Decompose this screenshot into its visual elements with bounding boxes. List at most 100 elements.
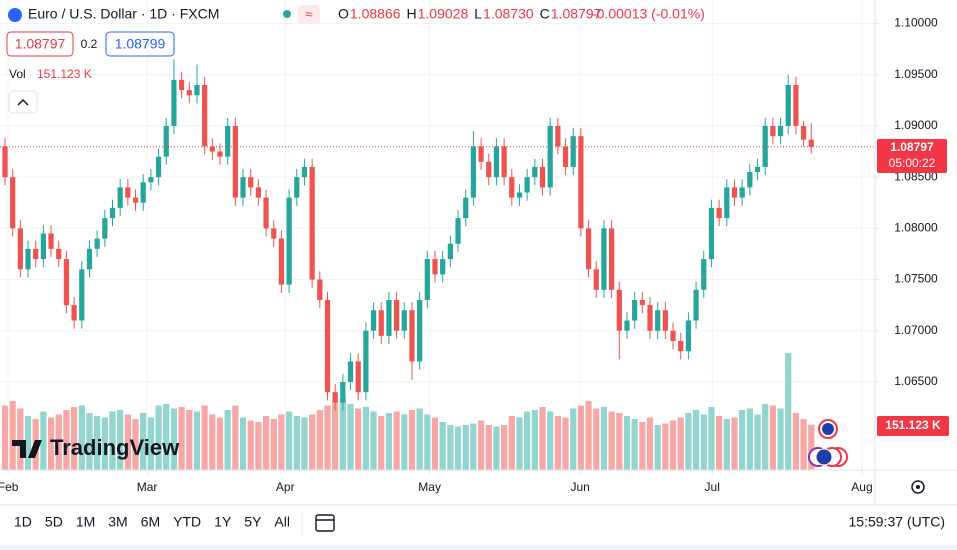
candle-body	[317, 279, 323, 301]
candle-body	[25, 248, 31, 270]
candle-body	[516, 192, 523, 198]
range-button[interactable]: YTD	[173, 514, 201, 530]
volume-bar	[439, 422, 446, 470]
volume-bar	[800, 419, 807, 470]
candle-body	[609, 228, 615, 290]
buy-price[interactable]: 1.08799	[115, 36, 166, 52]
range-button[interactable]: 3M	[108, 514, 127, 530]
candle-body	[708, 207, 715, 260]
buy-button[interactable]	[105, 31, 175, 57]
volume-bar	[285, 411, 293, 470]
candle-body	[509, 177, 515, 198]
volume-bar	[239, 417, 247, 470]
range-button[interactable]: 1Y	[214, 514, 232, 530]
candle-body	[731, 187, 738, 198]
event-flag	[822, 423, 834, 435]
logo-mark	[12, 440, 42, 458]
candle-body	[117, 187, 123, 208]
candle-body	[286, 197, 292, 285]
volume-bar	[692, 410, 700, 470]
volume-bar	[293, 416, 300, 470]
volume-bar	[378, 416, 385, 470]
volume-bar	[163, 404, 170, 470]
volume-bar	[777, 408, 784, 470]
volume-bar	[431, 417, 439, 470]
volume-pane	[1, 353, 815, 470]
candle-body	[539, 166, 546, 188]
candle-body	[209, 146, 215, 152]
volume-bar	[593, 408, 600, 470]
candle-body	[800, 125, 807, 140]
volume-bar	[462, 425, 469, 470]
candle-body	[562, 146, 569, 167]
candle-body	[616, 289, 622, 331]
sell-button[interactable]	[6, 31, 74, 57]
x-tick-label: Aug	[851, 480, 872, 494]
volume-bar	[309, 414, 316, 470]
range-button[interactable]: All	[274, 514, 290, 530]
symbol-icon	[8, 8, 22, 22]
volume-bar	[40, 411, 47, 470]
volume-bar	[370, 411, 377, 470]
market-status[interactable]	[283, 10, 291, 18]
candle-body	[263, 197, 269, 229]
candle-body	[10, 177, 16, 229]
candle-body	[63, 259, 70, 306]
candle-body	[670, 330, 676, 341]
volume-bar	[193, 411, 201, 470]
candle-body	[639, 300, 645, 306]
volume-bar	[401, 414, 408, 470]
candle-body	[417, 300, 423, 362]
candle-body	[463, 197, 469, 219]
candle-body	[301, 166, 308, 178]
candle-body	[163, 125, 169, 157]
candle-body	[109, 207, 116, 219]
settings-icon[interactable]	[911, 480, 925, 494]
candle-body	[202, 84, 208, 147]
volume-bar	[232, 405, 239, 470]
volume-bar	[493, 426, 500, 470]
ohlc-value: 1.08730	[483, 6, 534, 22]
volume-bar	[170, 408, 178, 470]
candle-body	[777, 125, 784, 137]
change: -0.00013 (-0.01%)	[592, 6, 705, 22]
volume-bar	[508, 416, 515, 470]
countdown: 05:00:22	[889, 156, 936, 170]
candle-body	[578, 136, 584, 229]
range-button[interactable]: 5D	[45, 514, 63, 530]
data-flag[interactable]	[298, 5, 320, 24]
range-button[interactable]: 6M	[141, 514, 160, 530]
candle-body	[724, 187, 730, 219]
candle-body	[125, 187, 131, 198]
volume-bar	[424, 414, 431, 470]
range-button[interactable]: 1D	[14, 514, 32, 530]
volume-bar	[385, 413, 393, 470]
volume-bar	[224, 410, 231, 470]
volume-bar	[547, 411, 554, 470]
candle-body	[86, 248, 93, 270]
volume-bar	[524, 411, 531, 470]
candle-body	[225, 125, 231, 157]
symbol-title[interactable]: Euro / U.S. Dollar · 1D · FXCM	[28, 6, 219, 22]
volume-bar	[216, 417, 224, 470]
candle-body	[470, 146, 477, 198]
volume-bar	[731, 417, 738, 470]
volume-bar	[24, 416, 32, 470]
volume-bar	[324, 405, 331, 470]
y-tick-label: 1.08000	[894, 221, 938, 235]
volume-bar	[339, 398, 346, 470]
price-tag	[877, 139, 947, 173]
candle-body	[94, 238, 100, 249]
date-range-icon[interactable]	[315, 514, 335, 532]
clock[interactable]: 15:59:37 (UTC)	[849, 514, 945, 530]
volume-bar	[631, 419, 638, 470]
range-button[interactable]: 5Y	[244, 514, 262, 530]
candle-body	[555, 125, 561, 147]
sell-price[interactable]: 1.08797	[15, 36, 66, 52]
range-button[interactable]: 1M	[76, 514, 95, 530]
candle-body	[33, 248, 39, 260]
y-tick-label: 1.07500	[894, 272, 938, 286]
collapse-button[interactable]	[8, 90, 38, 114]
candle-body	[693, 289, 699, 321]
